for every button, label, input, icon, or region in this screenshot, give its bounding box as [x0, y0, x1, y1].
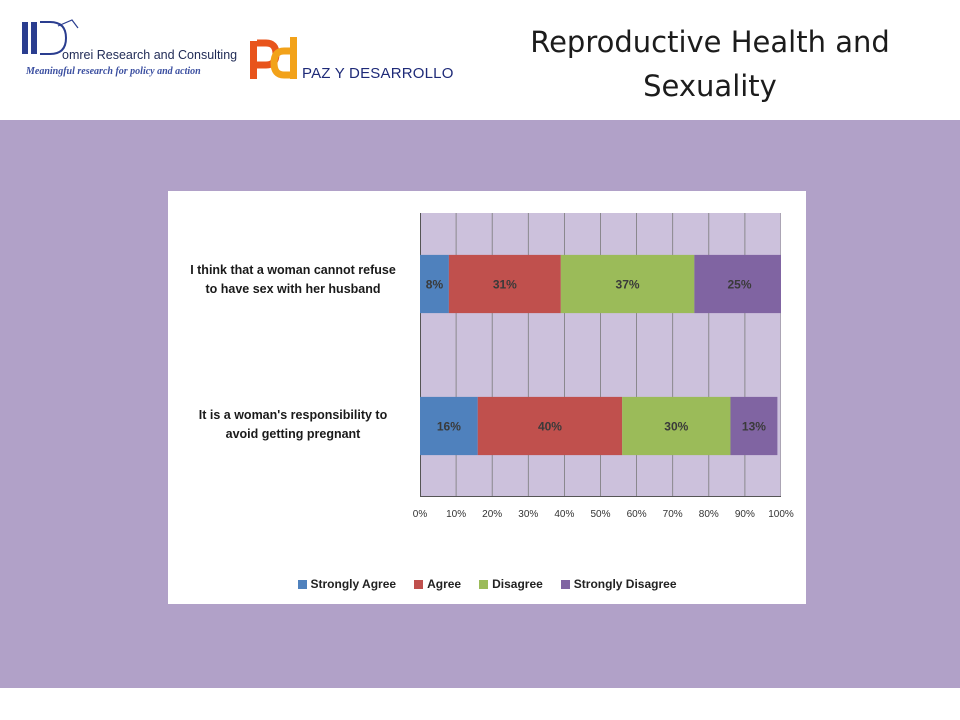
legend-label: Disagree: [492, 577, 543, 591]
domrei-emblem-icon: [22, 19, 79, 55]
data-label: 13%: [742, 420, 766, 434]
pd-emblem-icon: [250, 37, 297, 79]
data-label: 40%: [538, 420, 562, 434]
data-label: 31%: [493, 278, 517, 292]
data-label: 30%: [664, 420, 688, 434]
plot-area: 8% 31% 37% 25% 16% 40% 30% 13%: [420, 213, 781, 497]
paz-y-desarrollo-logo: PAZ Y DESARROLLO: [248, 35, 468, 85]
legend-item: Agree: [414, 577, 461, 591]
bar-segment: [730, 396, 778, 456]
category-label-1: I think that a woman cannot refuse to ha…: [168, 261, 418, 299]
chart-panel: I think that a woman cannot refuse to ha…: [168, 191, 806, 604]
paz-y-desarrollo-logo-text: PAZ Y DESARROLLO: [302, 65, 454, 82]
legend-item: Strongly Agree: [297, 577, 397, 591]
slide-header: omrei Research and Consulting Meaningful…: [0, 0, 960, 120]
data-label: 8%: [426, 278, 444, 292]
x-tick-label: 0%: [412, 509, 428, 520]
category-label-2-line-1: It is a woman's responsibility to: [198, 408, 388, 422]
data-label: 25%: [727, 278, 751, 292]
legend-item: Disagree: [479, 577, 543, 591]
x-tick-label: 40%: [554, 509, 575, 520]
x-tick-label: 60%: [626, 509, 647, 520]
slide-title: Reproductive Health and Sexuality: [530, 25, 890, 103]
category-label-1-line-2: to have sex with her husband: [205, 282, 381, 296]
x-tick-label: 100%: [768, 509, 794, 520]
legend-swatch: [297, 579, 307, 589]
x-tick-label: 30%: [518, 509, 539, 520]
bar-segment: [560, 254, 695, 314]
bar-segment: [420, 254, 449, 314]
legend-swatch: [479, 579, 489, 589]
bar-segment: [622, 396, 731, 456]
bar-segment: [448, 254, 561, 314]
domrei-logo-tagline: Meaningful research for policy and actio…: [26, 66, 201, 77]
bar-segment: [477, 396, 623, 456]
stacked-bar-chart: 8% 31% 37% 25% 16% 40% 30% 13%: [420, 213, 781, 497]
domrei-logo: omrei Research and Consulting Meaningful…: [20, 18, 245, 88]
x-tick-label: 90%: [734, 509, 755, 520]
x-tick-label: 50%: [590, 509, 611, 520]
chart-legend: Strongly Agree Agree Disagree Strongly Disa…: [168, 575, 806, 593]
bar-segment: [694, 254, 781, 314]
legend-item: Strongly Disagree: [560, 577, 677, 591]
legend-label: Agree: [427, 577, 462, 591]
legend-label: Strongly Agree: [310, 577, 397, 591]
x-tick-label: 10%: [446, 509, 467, 520]
x-tick-label: 70%: [662, 509, 683, 520]
category-label-2-line-2: avoid getting pregnant: [225, 427, 361, 441]
x-tick-label: 20%: [482, 509, 503, 520]
category-label-1-line-1: I think that a woman cannot refuse: [190, 263, 396, 277]
data-label: 16%: [437, 420, 461, 434]
legend-label: Strongly Disagree: [573, 577, 677, 591]
legend-swatch: [560, 579, 570, 589]
category-label-2: It is a woman's responsibility to avoid …: [168, 406, 418, 444]
legend-swatch: [414, 579, 424, 589]
x-tick-label: 80%: [698, 509, 719, 520]
data-label: 37%: [616, 278, 640, 292]
bar-segment: [420, 396, 478, 456]
domrei-logo-name: omrei Research and Consulting: [62, 48, 238, 62]
